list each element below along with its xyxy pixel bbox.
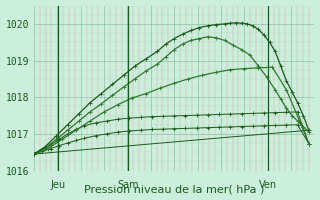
Text: Jeu: Jeu (50, 180, 65, 190)
Text: Sam: Sam (117, 180, 139, 190)
Text: Ven: Ven (259, 180, 277, 190)
X-axis label: Pression niveau de la mer( hPa ): Pression niveau de la mer( hPa ) (84, 184, 264, 194)
